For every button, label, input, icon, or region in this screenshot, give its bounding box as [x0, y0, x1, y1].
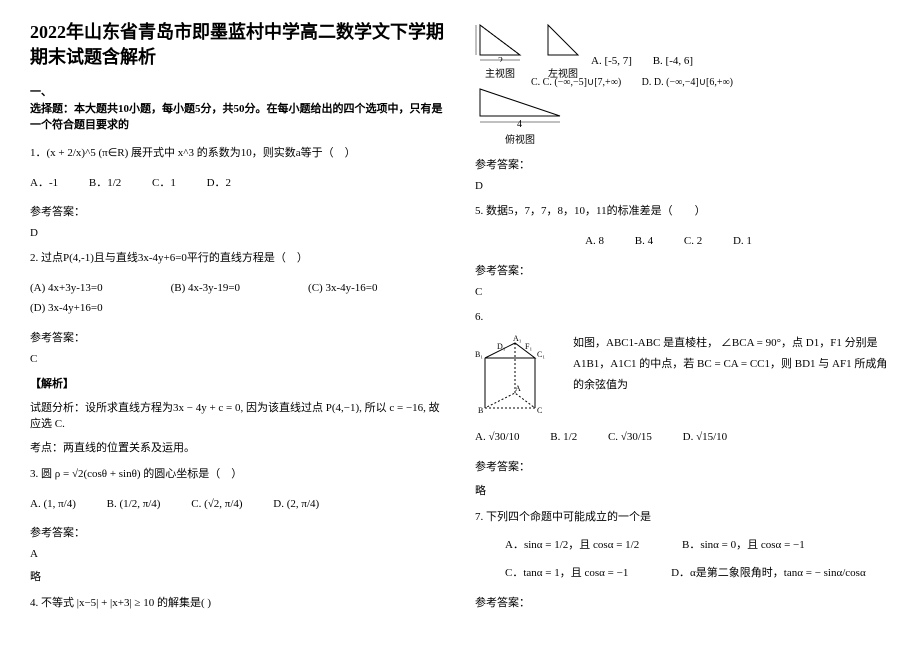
q5-opt-b: B. 4	[635, 232, 653, 252]
q6-opt-a: A. √30/10	[475, 428, 520, 448]
q6-opt-b: B. 1/2	[550, 428, 577, 448]
svg-text:D₁: D₁	[497, 342, 506, 351]
q4-text: 4. 不等式 |x−5| + |x+3| ≥ 10 的解集是( )	[30, 594, 445, 614]
q7-opt-d: D．α是第二象限角时，tanα = − sinα/cosα	[671, 564, 866, 584]
svg-text:B: B	[478, 406, 483, 415]
q6-ans: 略	[475, 482, 890, 498]
right-column: 2 2 主视图 左视图 4	[475, 20, 890, 631]
svg-text:C: C	[537, 406, 542, 415]
q5-opt-d: D. 1	[733, 232, 752, 252]
prism-figure: B C A B₁ C₁ A₁ D₁ F₁	[475, 333, 565, 418]
svg-text:B₁: B₁	[475, 350, 483, 359]
svg-text:C₁: C₁	[537, 350, 545, 359]
q6-opts: A. √30/10 B. 1/2 C. √30/15 D. √15/10	[475, 428, 890, 448]
q2-expl: 试题分析：设所求直线方程为3x − 4y + c = 0, 因为该直线过点 P(…	[30, 399, 445, 431]
svg-text:F₁: F₁	[525, 342, 532, 351]
top-view: 4 俯视图	[475, 84, 565, 146]
q3-text: 3. 圆 ρ = √2(cosθ + sinθ) 的圆心坐标是（ ）	[30, 465, 445, 485]
q7-text: 7. 下列四个命题中可能成立的一个是	[475, 508, 890, 528]
q1-ans: D	[30, 227, 445, 239]
three-views-row: 2 2 主视图 左视图 4	[475, 20, 890, 146]
doc-title: 2022年山东省青岛市即墨蓝村中学高二数学文下学期期末试题含解析	[30, 20, 445, 70]
front-side-views: 2 2 主视图 左视图	[475, 20, 583, 80]
front-view: 2 2 主视图	[475, 20, 525, 80]
q7-opt-a: A．sinα = 1/2，且 cosα = 1/2	[505, 536, 639, 556]
q2-opts: (A) 4x+3y-13=0 (B) 4x-3y-19=0 (C) 3x-4y-…	[30, 279, 445, 319]
q6-num: 6.	[475, 308, 890, 328]
q1-ans-label: 参考答案：	[30, 203, 445, 219]
q3-ans: A	[30, 548, 445, 560]
side-view: 左视图	[543, 20, 583, 80]
q6-text: 如图，ABC1-ABC 是直棱柱， ∠BCA = 90°，点 D1，F1 分别是…	[573, 333, 890, 396]
section-1-head: 一、 选择题：本大题共10小题，每小题5分，共50分。在每小题给出的四个选项中，…	[30, 84, 445, 134]
q3-ans-label: 参考答案：	[30, 524, 445, 540]
q6-opt-c: C. √30/15	[608, 428, 652, 448]
q5-opts: A. 8 B. 4 C. 2 D. 1	[475, 232, 890, 252]
q1-text: 1．(x + 2/x)^5 (π∈R) 展开式中 x^3 的系数为10，则实数a…	[30, 144, 445, 164]
q7-opts-row2: C．tanα = 1，且 cosα = −1 D．α是第二象限角时，tanα =…	[475, 564, 890, 584]
q2-ans: C	[30, 353, 445, 365]
q3-opt-d: D. (2, π/4)	[273, 495, 319, 515]
q2-opt-d: (D) 3x-4y+16=0	[30, 299, 103, 319]
svg-text:A₁: A₁	[513, 334, 522, 343]
q7-ans-label: 参考答案：	[475, 594, 890, 610]
q4-opts-row2: C. C. (−∞,−5]∪[7,+∞) D. D. (−∞,−4]∪[6,+∞…	[591, 74, 890, 92]
q5-ans-label: 参考答案：	[475, 262, 890, 278]
side-view-svg	[543, 20, 583, 62]
svg-text:4: 4	[517, 119, 522, 128]
q1-opts: A．-1 B．1/2 C．1 D．2	[30, 174, 445, 194]
svg-text:2: 2	[498, 56, 503, 62]
q5-ans: C	[475, 286, 890, 298]
q6-opt-d: D. √15/10	[683, 428, 728, 448]
left-column: 2022年山东省青岛市即墨蓝村中学高二数学文下学期期末试题含解析 一、 选择题：…	[30, 20, 445, 631]
q2-expl-head: 【解析】	[30, 375, 445, 391]
q2-ans-label: 参考答案：	[30, 329, 445, 345]
q2-kaodian: 考点：两直线的位置关系及运用。	[30, 439, 445, 455]
q3-opt-c: C. (√2, π/4)	[191, 495, 242, 515]
q4-opt-b: B. [-4, 6]	[653, 52, 693, 72]
q6-ans-label: 参考答案：	[475, 458, 890, 474]
q4-opts-row1: A. [-5, 7] B. [-4, 6]	[591, 52, 890, 72]
q4-opt-c: C. (−∞,−5]∪[7,+∞)	[543, 74, 622, 92]
q5-opt-c: C. 2	[684, 232, 702, 252]
svg-text:A: A	[515, 384, 521, 393]
q7-opt-b: B．sinα = 0，且 cosα = −1	[682, 536, 805, 556]
q6-row: B C A B₁ C₁ A₁ D₁ F₁ 如图，ABC1-ABC 是直棱柱， ∠…	[475, 333, 890, 418]
q4-opt-d: D. (−∞,−4]∪[6,+∞)	[654, 74, 733, 92]
q4-opt-c-wrap: C. C. (−∞,−5]∪[7,+∞)	[531, 74, 621, 92]
q4-ans-label: 参考答案：	[475, 156, 890, 172]
top-view-label: 俯视图	[475, 131, 565, 146]
q7-opt-c: C．tanα = 1，且 cosα = −1	[505, 564, 628, 584]
front-view-label: 主视图	[475, 65, 525, 80]
front-view-svg: 2 2	[475, 20, 525, 62]
q2-opt-c: (C) 3x-4y-16=0	[308, 279, 377, 299]
q3-sub: 略	[30, 568, 445, 584]
q1-opt-b: B．1/2	[89, 174, 121, 194]
q5-opt-a: A. 8	[585, 232, 604, 252]
q3-opts: A. (1, π/4) B. (1/2, π/4) C. (√2, π/4) D…	[30, 495, 445, 515]
q7-opts-row1: A．sinα = 1/2，且 cosα = 1/2 B．sinα = 0，且 c…	[475, 536, 890, 556]
q3-opt-b: B. (1/2, π/4)	[107, 495, 161, 515]
q5-text: 5. 数据5，7，7，8，10，11的标准差是（ ）	[475, 202, 890, 222]
q1-opt-a: A．-1	[30, 174, 58, 194]
q1-opt-d: D．2	[207, 174, 231, 194]
q3-opt-a: A. (1, π/4)	[30, 495, 76, 515]
q1-opt-c: C．1	[152, 174, 176, 194]
q4-options-block: A. [-5, 7] B. [-4, 6] C. C. (−∞,−5]∪[7,+…	[591, 20, 890, 146]
q2-text: 2. 过点P(4,-1)且与直线3x-4y+6=0平行的直线方程是（ ）	[30, 249, 445, 269]
q4-opt-d-wrap: D. D. (−∞,−4]∪[6,+∞)	[642, 74, 733, 92]
q2-opt-a: (A) 4x+3y-13=0	[30, 279, 103, 299]
q2-opt-b: (B) 4x-3y-19=0	[171, 279, 240, 299]
q4-opt-a: A. [-5, 7]	[591, 52, 632, 72]
q4-ans: D	[475, 180, 890, 192]
